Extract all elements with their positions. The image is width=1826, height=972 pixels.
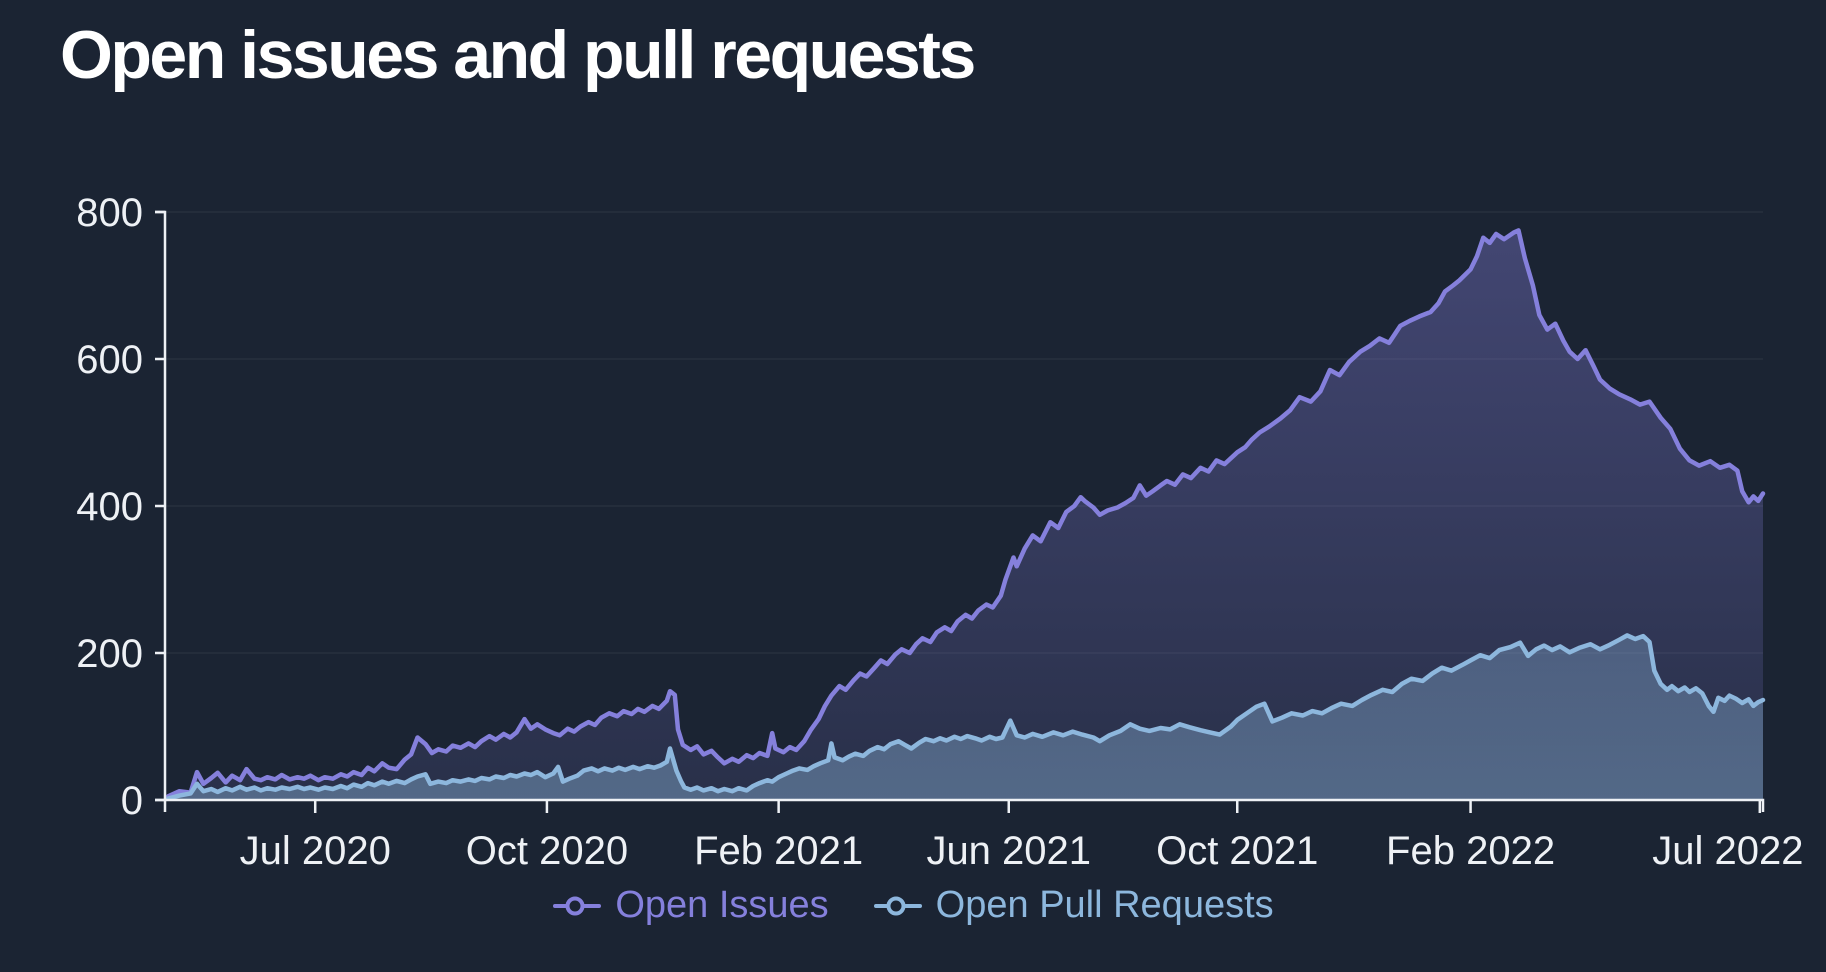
line-open-pull-requests[interactable] [165, 633, 1766, 801]
x-tick-label-jun-2021: Jun 2021 [926, 829, 1091, 873]
x-tick-label-oct-2020: Oct 2020 [466, 829, 628, 873]
y-tick-label-200: 200 [76, 632, 143, 676]
y-tick-label-600: 600 [76, 338, 143, 382]
x-tick-label-feb-2021: Feb 2021 [694, 829, 863, 873]
x-tick-label-feb-2022: Feb 2022 [1386, 829, 1555, 873]
x-tick-label-jul-2022: Jul 2022 [1652, 829, 1803, 873]
y-tick-label-400: 400 [76, 485, 143, 529]
area-open-pull-requests [168, 635, 1764, 800]
area-open-issues [168, 230, 1764, 800]
y-tick-label-0: 0 [121, 779, 143, 823]
legend: Open Issues Open Pull Requests [0, 884, 1826, 927]
y-tick-label-800: 800 [76, 191, 143, 235]
x-tick-label-jul-2020: Jul 2020 [240, 829, 391, 873]
line-open-issues[interactable] [165, 228, 1766, 799]
chart-title: Open issues and pull requests [60, 17, 976, 93]
legend-item-open-issues[interactable]: Open Issues [552, 884, 829, 927]
legend-marker-open-pull-requests-icon [873, 896, 922, 915]
x-tick-label-oct-2021: Oct 2021 [1156, 829, 1318, 873]
legend-label-open-pull-requests: Open Pull Requests [935, 884, 1274, 926]
x-axis-line [163, 798, 1765, 812]
legend-label-open-issues: Open Issues [615, 884, 829, 926]
legend-marker-open-issues-icon [553, 896, 602, 915]
legend-item-open-pull-requests[interactable]: Open Pull Requests [873, 884, 1274, 927]
